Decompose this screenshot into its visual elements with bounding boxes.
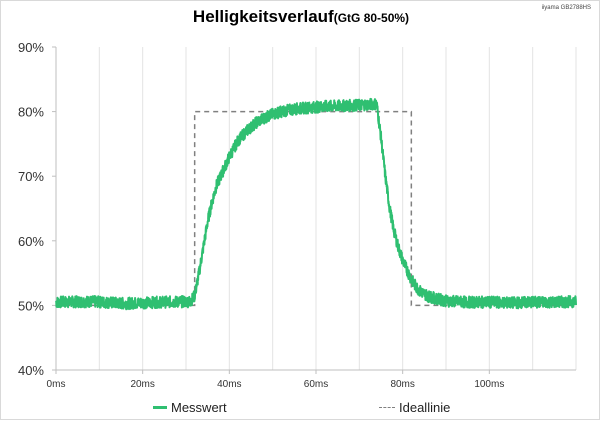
y-tick-label: 90% [18,40,44,55]
y-tick-label: 40% [18,363,44,378]
legend-swatch-messwert [153,406,167,409]
chart-title-subtitle: (GtG 80-50%) [333,11,410,25]
x-tick-label: 80ms [390,379,414,390]
x-tick-label: 40ms [217,379,241,390]
series-line-messwert [55,97,577,311]
x-tick-label: 100ms [474,379,504,390]
y-tick-label: 50% [18,298,44,313]
x-tick-label: 0ms [47,379,66,390]
legend-item-ideallinie: Ideallinie [379,400,450,415]
chart-title: Helligkeitsverlauf(GtG 80-50%) [1,7,600,27]
legend-swatch-ideallinie [379,407,395,408]
y-tick-label: 80% [18,105,44,120]
monitor-model-label: iiyama GB2788HS [541,5,591,11]
chart-title-main: Helligkeitsverlauf [192,7,334,26]
x-tick-label: 60ms [304,379,328,390]
legend-label-ideallinie: Ideallinie [399,400,451,415]
x-tick-label: 20ms [130,379,154,390]
y-tick-label: 60% [18,234,44,249]
legend-label-messwert: Messwert [171,400,227,415]
legend-item-messwert: Messwert [153,400,227,415]
y-tick-label: 70% [18,169,44,184]
